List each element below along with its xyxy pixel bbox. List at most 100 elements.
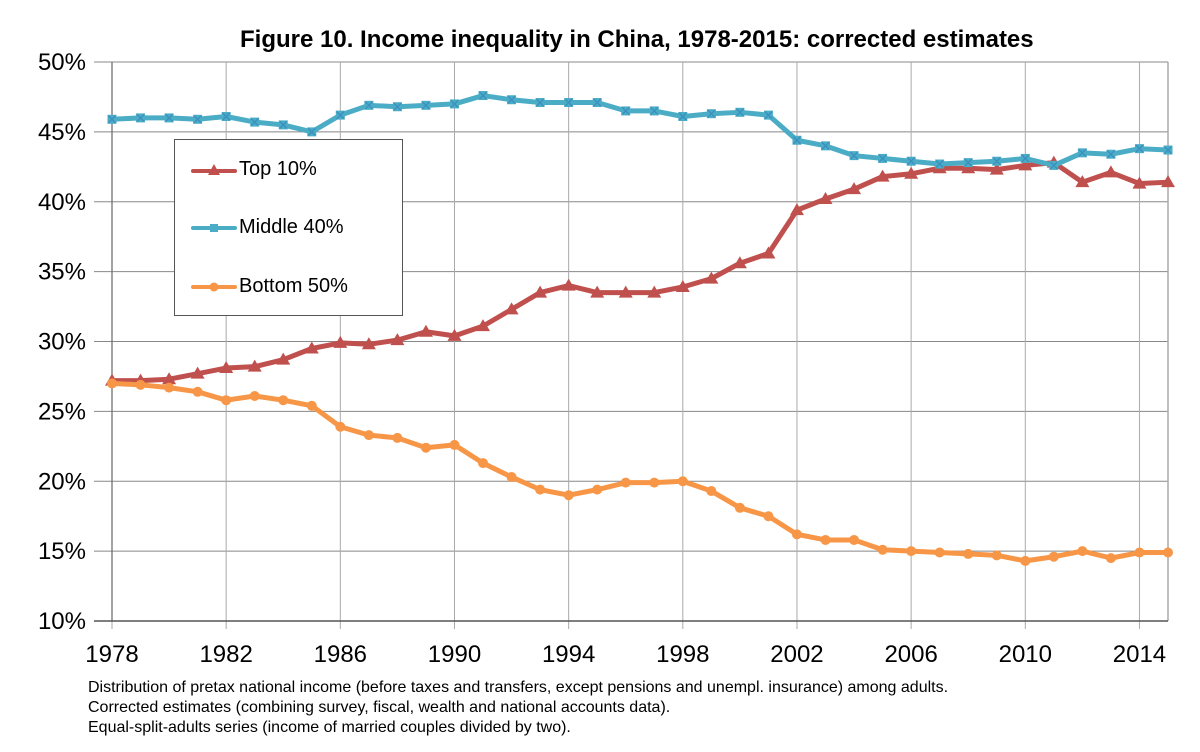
data-point-circle — [677, 476, 688, 487]
data-point-x — [1021, 154, 1030, 163]
data-point-circle — [791, 529, 802, 540]
data-point-circle — [1134, 547, 1145, 558]
data-point-x — [593, 98, 602, 107]
data-point-x — [1164, 146, 1172, 155]
series-line-0 — [112, 160, 1169, 384]
data-point-triangle — [476, 319, 491, 332]
series-line-1 — [111, 93, 1169, 168]
x-tick-label: 1982 — [199, 641, 252, 668]
x-tick-label: 2002 — [770, 641, 823, 668]
data-point-triangle — [361, 337, 376, 350]
data-point-triangle — [847, 182, 862, 195]
data-point-x — [479, 91, 487, 100]
data-point-circle — [363, 430, 374, 441]
data-point-x — [250, 118, 259, 127]
y-tick-label: 35% — [38, 259, 86, 286]
data-point-x — [136, 113, 145, 122]
data-point-x — [821, 141, 830, 150]
note-line: Corrected estimates (combining survey, f… — [88, 699, 671, 716]
data-point-x — [735, 108, 744, 117]
legend-label: Top 10% — [239, 158, 317, 180]
data-point-x — [764, 111, 773, 120]
data-point-circle — [991, 550, 1002, 561]
y-tick-label: 45% — [38, 119, 86, 146]
data-point-circle — [563, 490, 574, 501]
data-point-x — [907, 157, 916, 166]
data-point-triangle — [875, 169, 890, 182]
y-tick-label: 20% — [38, 468, 86, 495]
y-tick-label: 15% — [38, 538, 86, 565]
note-line: Equal-split-adults series (income of mar… — [88, 719, 571, 736]
data-point-x — [108, 115, 116, 124]
data-point-triangle — [818, 191, 833, 204]
x-tick-label: 1978 — [85, 641, 138, 668]
data-point-circle — [278, 395, 289, 406]
chart-notes: Distribution of pretax national income (… — [88, 678, 948, 738]
data-point-triangle — [1132, 176, 1147, 189]
data-point-triangle — [732, 256, 747, 269]
data-point-triangle — [390, 333, 405, 346]
data-point-circle — [877, 544, 888, 555]
data-point-circle — [135, 379, 146, 390]
data-point-circle — [706, 486, 717, 497]
data-point-triangle — [675, 279, 690, 292]
data-point-circle — [649, 477, 660, 488]
data-point-circle — [592, 484, 603, 495]
data-point-triangle — [247, 359, 262, 372]
legend: Top 10% Middle 40% Bottom 50% — [174, 139, 403, 316]
legend-item-bottom-50: Bottom 50% — [191, 275, 348, 298]
data-point-x — [878, 154, 887, 163]
data-point-x — [279, 120, 288, 129]
data-point-circle — [763, 511, 774, 522]
data-point-x — [1106, 150, 1115, 159]
data-point-circle — [820, 534, 831, 545]
data-point-x — [165, 113, 174, 122]
data-point-circle — [392, 432, 403, 443]
data-point-x — [1135, 144, 1144, 153]
data-point-triangle — [1075, 175, 1090, 188]
data-point-circle — [934, 547, 945, 558]
data-point-triangle — [989, 162, 1004, 175]
y-tick-label: 50% — [38, 49, 86, 76]
circle-marker-icon — [191, 282, 237, 291]
data-point-circle — [449, 439, 460, 450]
data-point-x — [992, 157, 1001, 166]
data-point-triangle — [219, 361, 234, 374]
x-tick-label: 1994 — [542, 641, 595, 668]
x-tick-label: 2010 — [999, 641, 1052, 668]
data-point-triangle — [1018, 158, 1033, 171]
legend-label: Middle 40% — [239, 216, 344, 238]
data-point-triangle — [276, 352, 291, 365]
data-point-circle — [478, 458, 489, 469]
legend-label: Bottom 50% — [239, 275, 348, 297]
data-point-triangle — [1161, 175, 1175, 188]
data-point-triangle — [504, 302, 519, 315]
data-point-circle — [1163, 547, 1173, 558]
data-point-x — [507, 95, 516, 104]
data-point-x — [564, 98, 573, 107]
series-line-2 — [111, 380, 1168, 564]
data-point-x — [307, 127, 316, 136]
data-point-circle — [1048, 551, 1059, 562]
data-point-circle — [620, 477, 631, 488]
x-tick-label: 1990 — [428, 641, 481, 668]
data-point-x — [678, 112, 687, 121]
data-point-circle — [221, 395, 232, 406]
series-group — [105, 91, 1175, 566]
axes: 10% 15% 20% 25% 30% 35% 40% 45% 50% 1978 1982 1986 1… — [38, 49, 1168, 668]
x-tick-label: 1998 — [656, 641, 709, 668]
data-point-x — [850, 151, 859, 160]
data-point-circle — [506, 472, 517, 483]
data-point-triangle — [190, 366, 205, 379]
data-point-x — [193, 115, 202, 124]
data-point-x — [450, 99, 459, 108]
data-point-circle — [849, 534, 860, 545]
data-point-triangle — [961, 161, 976, 174]
data-point-x — [393, 102, 402, 111]
triangle-marker-icon — [191, 163, 237, 175]
data-point-circle — [734, 502, 745, 513]
legend-item-top-10: Top 10% — [191, 158, 317, 181]
data-point-x — [793, 136, 801, 145]
data-point-circle — [107, 378, 117, 389]
data-point-x — [336, 111, 345, 120]
